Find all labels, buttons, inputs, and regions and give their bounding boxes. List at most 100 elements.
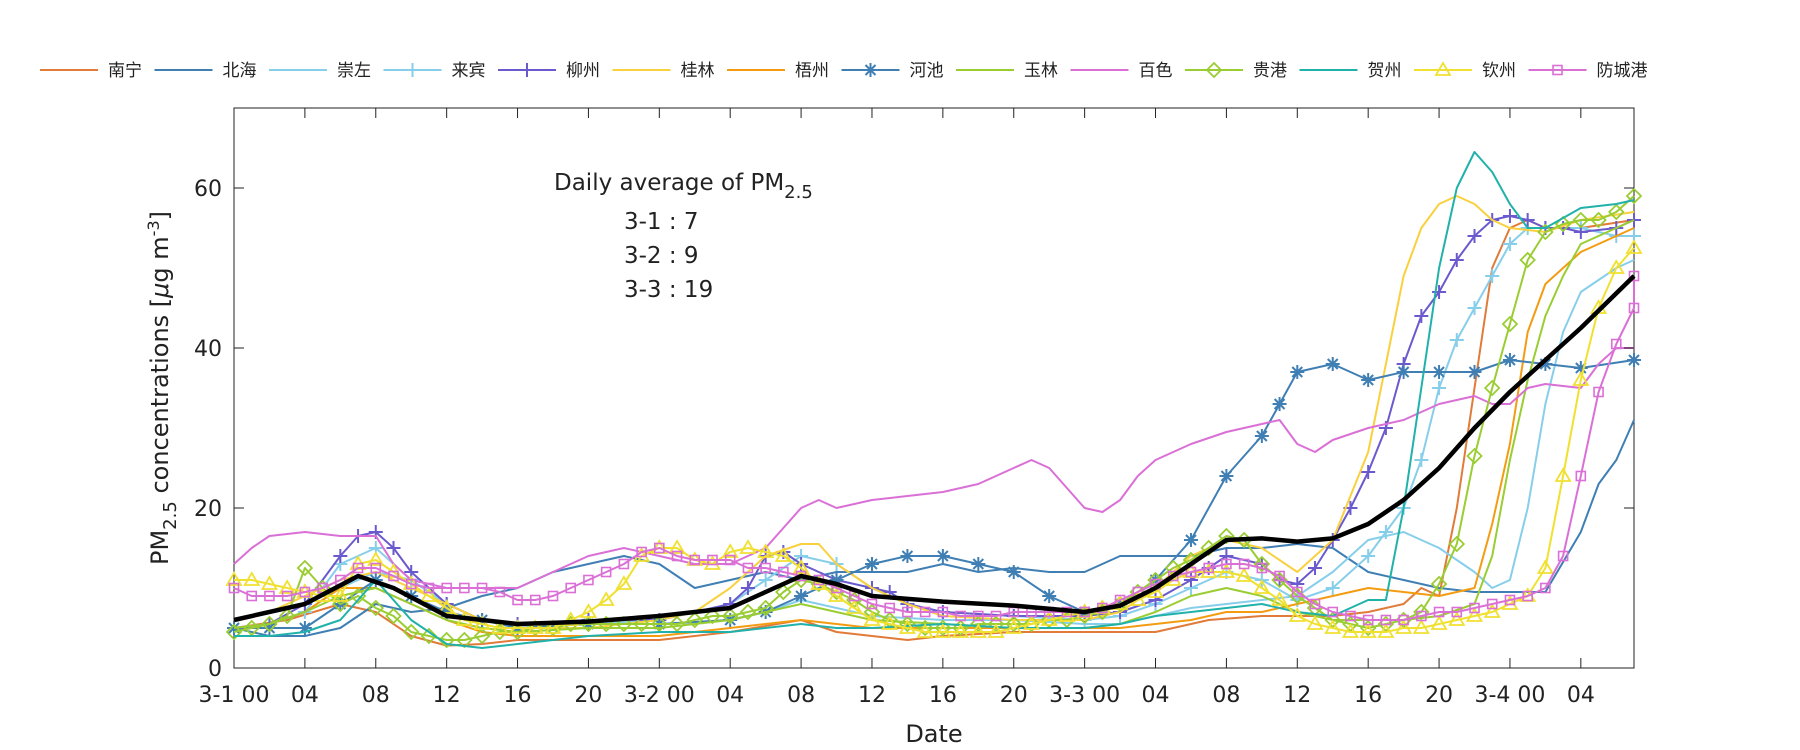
series-marker [952,623,970,638]
series-marker [1467,365,1482,379]
series-marker [1359,623,1377,638]
series-marker [1022,615,1041,630]
x-tick-label: 08 [787,683,815,708]
series-marker [402,623,420,641]
series-marker [228,582,240,594]
legend-label: 北海 [223,61,257,81]
series-marker [899,615,916,633]
series-marker [1610,338,1622,350]
ylabel-pm-sub: 2.5 [160,501,181,530]
series-marker [1235,567,1253,582]
series-marker [1218,527,1235,545]
legend-label: 百色 [1139,61,1173,81]
legend-item: 河池 [841,61,944,81]
series-marker [388,570,399,582]
series-marker [829,573,844,587]
series-marker [618,558,630,570]
legend-item: 桂林 [612,61,715,81]
legend-label: 钦州 [1482,61,1516,81]
series-line [233,195,1635,641]
series-marker [1200,539,1217,557]
series-marker [758,573,773,587]
series-marker [1537,223,1554,241]
series-marker [1552,64,1563,76]
series-marker [225,571,243,586]
series-marker [1380,614,1392,626]
series-marker [1416,610,1427,622]
annotation-line-2: 3-2 : 9 [624,243,699,269]
series-marker [367,599,385,617]
series-marker [1448,611,1466,626]
series-marker [866,598,878,610]
series-marker [1362,614,1374,626]
series-line [233,347,1634,589]
series-marker [438,599,456,614]
series-marker [264,590,275,602]
series-marker [1432,285,1447,299]
series-marker [243,571,261,586]
series-line [234,151,1635,649]
series-marker [863,611,881,626]
series-marker [615,575,633,590]
series-marker [1058,607,1076,622]
series-marker [757,543,775,558]
series-防城港 [228,270,1640,626]
legend-item: 贵港 [1185,61,1287,81]
mean-series-line [233,274,1636,627]
series-marker [1253,555,1271,573]
series-marker [579,603,597,618]
series-marker [473,627,491,645]
series-marker [775,583,792,601]
series-marker [1183,533,1198,547]
series-marker [739,603,757,621]
x-tick-label: 3-4 00 [1474,683,1545,708]
series-marker [331,587,349,602]
series-marker [1272,397,1287,411]
series-marker [370,562,382,574]
series-marker [1483,379,1501,397]
series-marker [225,623,243,641]
series-marker [1504,594,1516,606]
series-marker [246,590,258,602]
series-marker [668,539,686,554]
series-贵港 [225,187,1643,649]
series-marker [1005,615,1023,633]
series-line [233,195,1635,629]
x-axis-ticks: 3-1 00 04 08 12 16 20 3-2 00 04 08 12 16 20 3-3 00 04… [199,108,1595,708]
series-marker [1361,465,1376,479]
series-marker [1203,562,1214,574]
series-marker [742,562,754,574]
series-marker [1005,619,1023,634]
series-line [233,227,1634,629]
x-tick-label: 3-3 00 [1049,683,1120,708]
series-marker [721,543,739,558]
series-marker [1590,211,1607,229]
x-tick-label: 3-1 00 [199,683,270,708]
series-marker [529,594,541,606]
series-marker [919,606,931,618]
series-marker [278,607,296,625]
series-marker [1469,602,1480,614]
series-百色 [233,347,1634,589]
series-marker [863,63,878,77]
series-marker [1006,565,1021,579]
x-tick-label: 16 [929,683,957,708]
series-marker [1540,582,1551,594]
series-marker [934,619,952,637]
legend-label: 来宾 [452,61,486,81]
series-marker [385,607,402,625]
series-marker [1309,598,1321,610]
series-marker [1449,253,1464,267]
series-marker [1557,550,1569,562]
x-tick-label: 12 [433,683,461,708]
series-marker [1253,579,1271,594]
series-marker [1502,209,1517,223]
y-tick-label: 60 [194,177,222,202]
series-marker [760,562,771,574]
y-axis-ticks: 0 20 40 60 [194,177,1634,682]
y-tick-label: 0 [208,657,222,682]
series-柳州 [227,209,1641,635]
series-marker [1519,251,1536,269]
legend-label: 贺州 [1368,61,1402,81]
series-来宾 [227,221,1641,635]
